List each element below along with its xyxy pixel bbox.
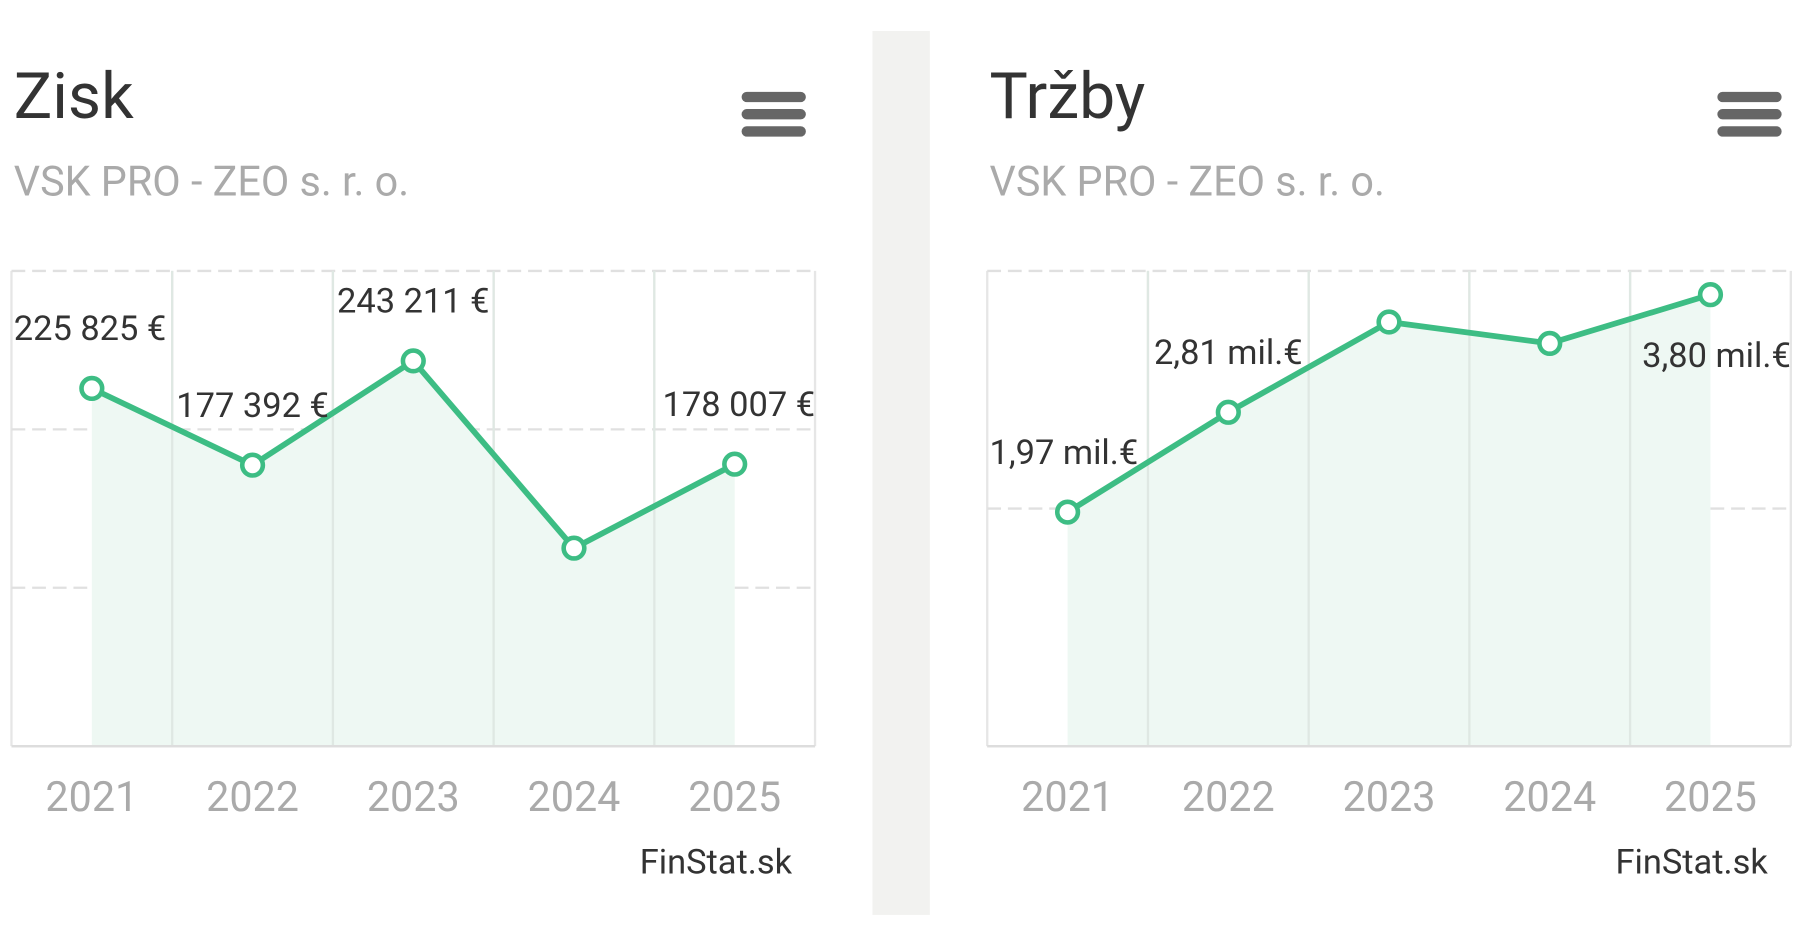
chart-title: Tržby <box>990 58 1146 134</box>
credits[interactable]: FinStat.sk <box>640 843 793 883</box>
x-tick-label: 2021 <box>45 774 138 822</box>
point[interactable] <box>1376 309 1402 335</box>
x-tick-label: 2021 <box>1021 774 1114 822</box>
divider <box>872 30 930 915</box>
x-tick-label: 2024 <box>528 774 621 822</box>
chart-title: Zisk <box>14 58 134 134</box>
data-label: 2,81 mil.€ <box>1154 333 1303 373</box>
data-label: 225 825 € <box>14 309 167 349</box>
chart-subtitle: VSK PRO - ZEO s. r. o. <box>14 159 409 207</box>
point[interactable] <box>561 535 587 561</box>
menu-icon-bar[interactable] <box>1717 126 1782 137</box>
area <box>91 360 735 747</box>
point[interactable] <box>400 348 426 374</box>
data-label: 178 007 € <box>663 385 816 425</box>
x-tick-label: 2022 <box>206 774 299 822</box>
chart-subtitle: VSK PRO - ZEO s. r. o. <box>990 159 1385 207</box>
menu-icon-bar[interactable] <box>741 91 806 103</box>
point[interactable] <box>79 375 105 402</box>
data-label: 3,80 mil.€ <box>1642 336 1791 376</box>
menu-icon-bar[interactable] <box>1717 91 1782 103</box>
menu-icon-bar[interactable] <box>741 126 806 137</box>
point[interactable] <box>722 451 748 477</box>
area <box>1067 294 1711 747</box>
x-tick-label: 2024 <box>1503 774 1596 822</box>
data-label: 243 211 € <box>337 282 490 322</box>
x-tick-label: 2023 <box>1343 774 1436 822</box>
menu-icon-bar[interactable] <box>741 109 806 120</box>
point[interactable] <box>1054 499 1081 525</box>
point[interactable] <box>1537 330 1563 357</box>
x-tick-label: 2025 <box>1664 774 1757 822</box>
x-tick-label: 2022 <box>1182 774 1275 822</box>
point[interactable] <box>239 452 266 478</box>
x-tick-label: 2023 <box>367 774 460 822</box>
credits[interactable]: FinStat.sk <box>1615 843 1768 883</box>
point[interactable] <box>1215 399 1241 425</box>
point[interactable] <box>1697 282 1724 308</box>
menu-icon-bar[interactable] <box>1717 109 1782 120</box>
x-tick-label: 2025 <box>688 774 781 822</box>
data-label: 1,97 mil.€ <box>990 433 1139 473</box>
data-label: 177 392 € <box>176 386 329 426</box>
